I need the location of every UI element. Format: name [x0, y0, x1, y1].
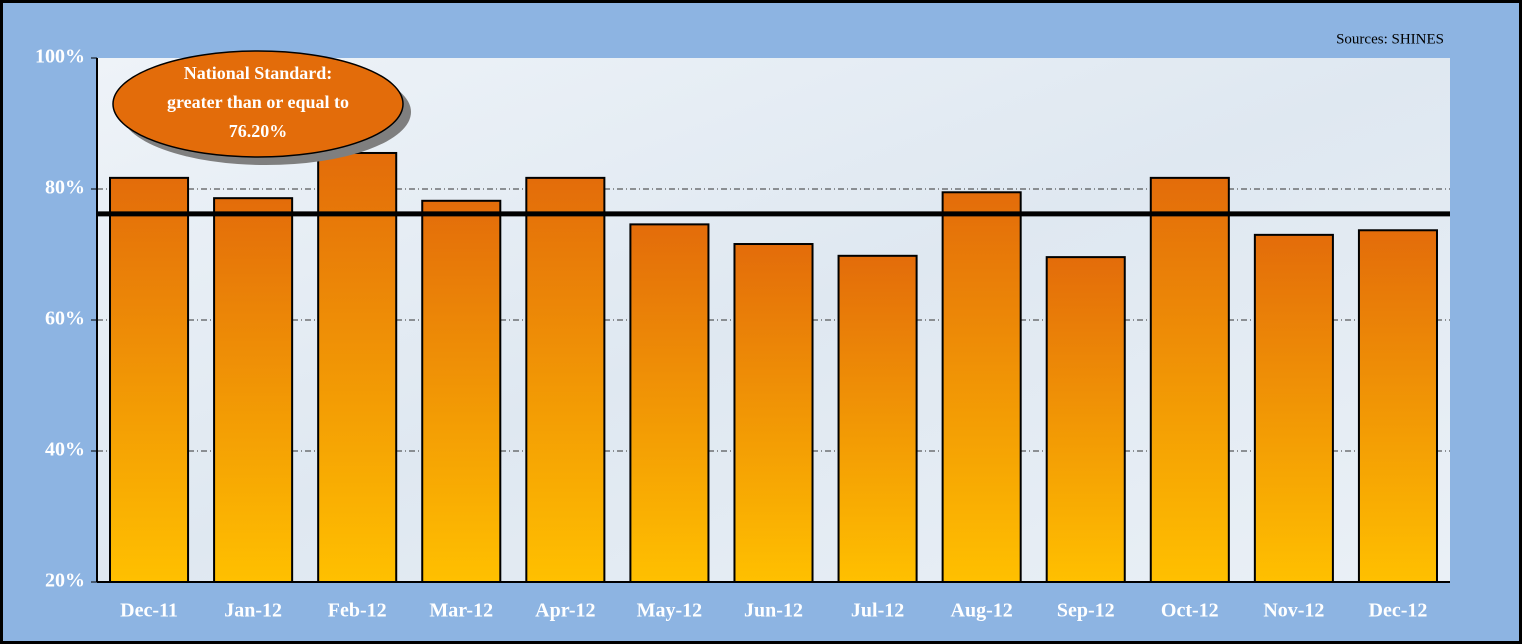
- x-tick-label: Sep-12: [1057, 600, 1115, 622]
- bar: [733, 243, 814, 584]
- y-tick-label: 20%: [45, 570, 85, 592]
- x-tick-label: Aug-12: [951, 600, 1013, 622]
- annotation-text: 76.20%: [229, 121, 288, 141]
- annotation-text: National Standard:: [184, 63, 333, 83]
- source: Sources: SHINES: [1336, 31, 1444, 47]
- x-tick-label: May-12: [637, 600, 703, 622]
- y-tick-label: 100%: [35, 46, 85, 68]
- x-tick-label: Dec-12: [1369, 600, 1428, 622]
- bar: [213, 197, 294, 583]
- y-tick-label: 80%: [45, 177, 85, 199]
- bar: [1357, 229, 1438, 583]
- annotation-text: greater than or equal to: [167, 92, 349, 112]
- bar: [837, 254, 918, 583]
- bar: [1149, 176, 1230, 584]
- bar: [525, 176, 606, 584]
- bar: [629, 223, 710, 583]
- x-tick-label: Nov-12: [1263, 600, 1324, 622]
- x-tick-label: Jun-12: [744, 600, 803, 622]
- y-tick-label: 40%: [45, 439, 85, 461]
- bar: [421, 199, 502, 583]
- bar: [941, 191, 1022, 583]
- x-tick-label: Oct-12: [1161, 600, 1219, 622]
- y-tick-label: 60%: [45, 308, 85, 330]
- x-tick-label: Mar-12: [429, 600, 493, 622]
- bar: [317, 151, 398, 583]
- x-tick-label: Jan-12: [224, 600, 282, 622]
- x-tick-label: Feb-12: [328, 600, 387, 622]
- bar: [1253, 233, 1334, 583]
- x-tick-label: Dec-11: [120, 600, 178, 622]
- x-tick-label: Jul-12: [851, 600, 904, 622]
- bar: [1045, 256, 1126, 583]
- x-tick-label: Apr-12: [535, 600, 595, 622]
- annotation-bubble: [112, 50, 404, 158]
- bar: [109, 176, 190, 584]
